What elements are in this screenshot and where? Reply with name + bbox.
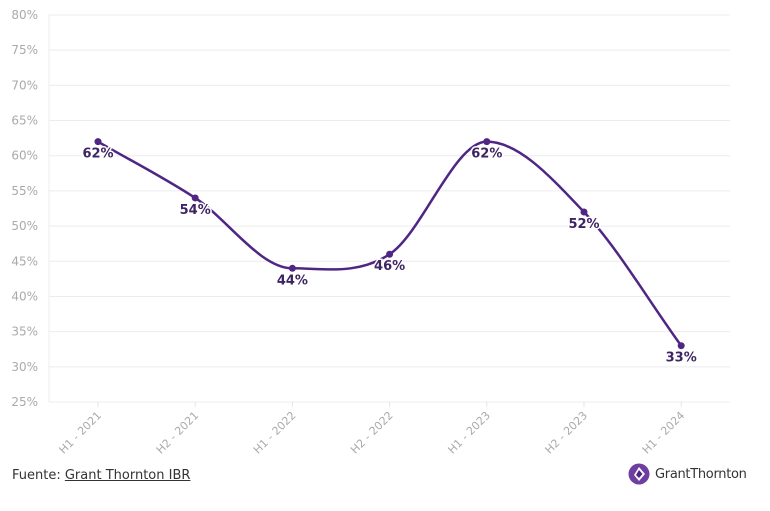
source-note: Fuente: Grant Thornton IBR — [12, 468, 190, 483]
data-label: 62% — [471, 147, 502, 162]
x-tick-label: H1 - 2021 — [57, 409, 105, 457]
data-label: 52% — [568, 217, 599, 232]
data-point — [288, 264, 296, 272]
y-tick-label: 30% — [11, 360, 38, 374]
y-tick-label: 80% — [11, 8, 38, 22]
y-tick-label: 50% — [11, 219, 38, 233]
x-tick-label: H1 - 2022 — [251, 409, 299, 457]
y-tick-label: 25% — [11, 395, 38, 409]
y-tick-label: 75% — [11, 43, 38, 57]
y-tick-label: 45% — [11, 254, 38, 268]
data-label: 33% — [666, 351, 697, 366]
data-point — [677, 342, 685, 350]
x-tick-label: H2 - 2021 — [154, 409, 202, 457]
x-tick-label: H2 - 2022 — [348, 409, 396, 457]
source-prefix: Fuente: — [12, 468, 65, 483]
x-tick-label: H2 - 2023 — [543, 409, 591, 457]
source-link[interactable]: Grant Thornton IBR — [64, 468, 191, 483]
data-label: 44% — [277, 273, 308, 288]
y-tick-label: 65% — [11, 114, 38, 128]
logo-text: GrantThornton — [655, 466, 747, 482]
data-point — [483, 138, 491, 146]
y-tick-label: 70% — [11, 78, 38, 92]
line-chart: 25% 30% 35% 40% 45% 50% 55% 60% 65% 70% 75% 80% H1 -… — [11, 8, 730, 457]
logo-icon — [628, 463, 650, 485]
y-tick-label: 55% — [11, 184, 38, 198]
x-tick-label: H1 - 2023 — [445, 409, 493, 457]
data-point — [191, 194, 199, 202]
grant-thornton-logo: GrantThornton — [628, 463, 747, 485]
data-label: 46% — [374, 259, 405, 274]
y-tick-label: 60% — [11, 149, 38, 163]
data-point — [94, 138, 102, 146]
data-label: 62% — [82, 147, 113, 162]
data-point — [386, 250, 394, 258]
data-label: 54% — [180, 203, 211, 218]
series-line — [97, 140, 683, 347]
x-tick-label: H1 - 2024 — [640, 409, 688, 457]
data-point — [580, 208, 588, 216]
y-tick-label: 40% — [11, 289, 38, 303]
y-tick-label: 35% — [11, 325, 38, 339]
